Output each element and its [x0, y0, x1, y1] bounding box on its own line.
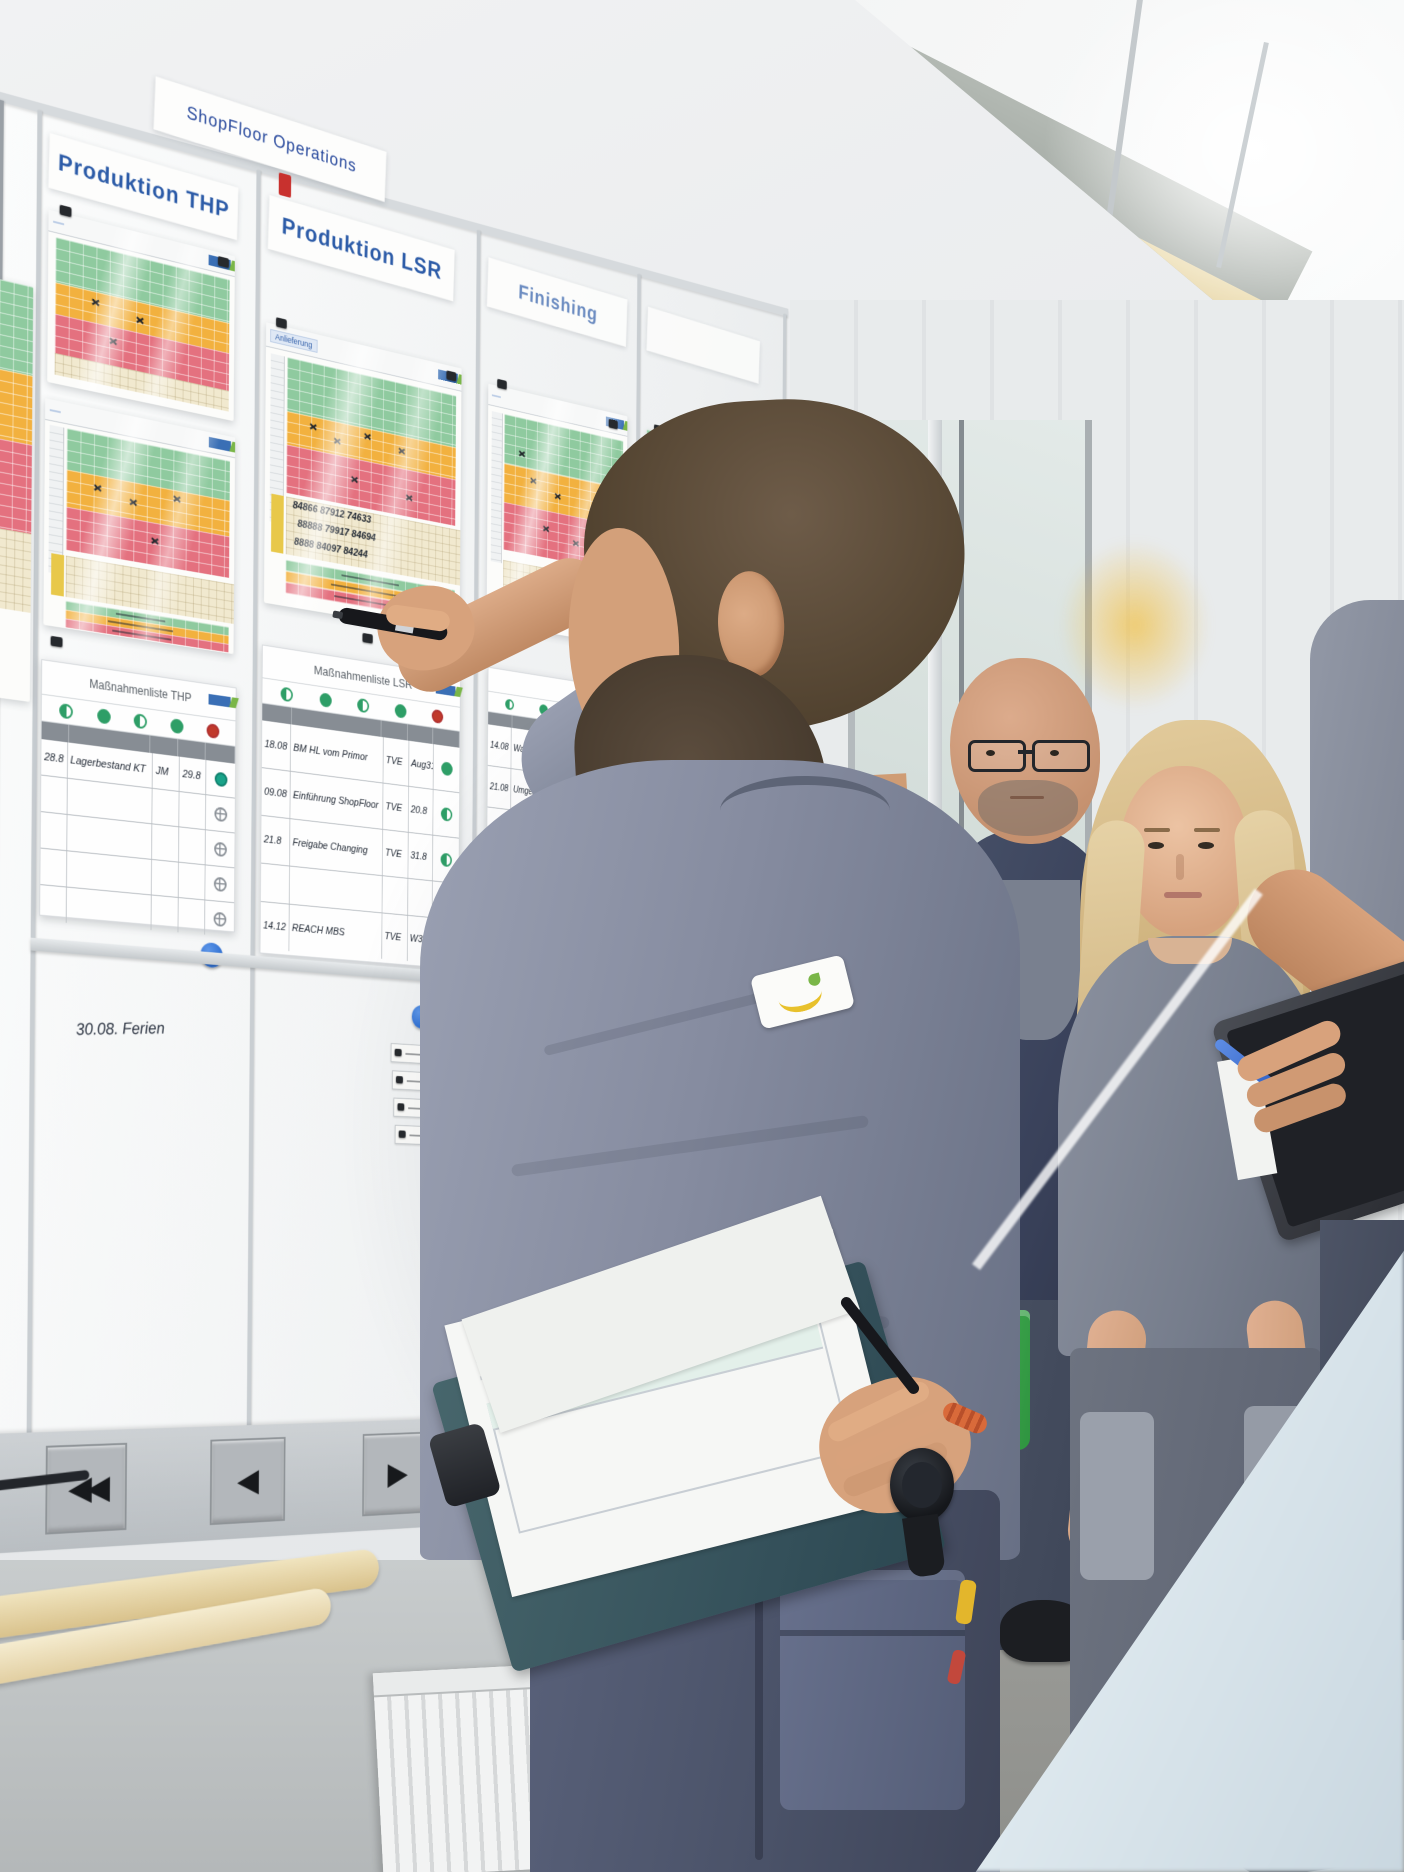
vendor-logo [209, 437, 231, 452]
edge-board-chart [0, 279, 33, 702]
red-clip-magnet [279, 172, 291, 198]
legend-dot-half [281, 686, 293, 702]
step-back-button: ◀ [210, 1437, 286, 1525]
nose-shadow [1176, 854, 1184, 880]
action-due: 29.8 [180, 757, 207, 795]
status-dot [214, 771, 227, 787]
skip-back-button: ◀◀ [45, 1443, 127, 1535]
status-dot-open [214, 806, 227, 822]
action-date: 14.12 [260, 902, 289, 951]
action-date: 28.8 [41, 739, 67, 778]
ferien-note: 30.08. Ferien [75, 1019, 165, 1040]
skylight-glow [1044, 0, 1404, 340]
legend-dot-half [134, 713, 147, 729]
action-date: 18.08 [262, 720, 291, 770]
wristwatch [890, 1448, 954, 1522]
status-dot-open [213, 911, 226, 926]
legend-dot-full [171, 718, 184, 734]
trouser-pocket-panel [1080, 1412, 1154, 1580]
legend-dot-half [59, 703, 73, 720]
magnet [51, 636, 63, 648]
eyebrow [1144, 828, 1170, 832]
eye [1148, 842, 1164, 849]
vendor-logo [209, 694, 231, 708]
collar-seam [720, 776, 890, 845]
board-title-finishing: Finishing [518, 279, 598, 326]
shopfloor-meeting-photo: ShopFloor Operations Produktion THP [0, 0, 1404, 1872]
action-who: JM [153, 753, 180, 791]
status-dot-open [213, 876, 226, 891]
actions-table-thp: Maßnahmenliste THP 28.8 Lagerbestand KT … [39, 659, 236, 932]
chart-chip [50, 409, 61, 413]
actions-title-thp: Maßnahmenliste THP [89, 677, 191, 705]
person-main-man [300, 380, 1040, 1872]
action-date: 21.8 [261, 816, 290, 866]
action-date: 09.08 [261, 768, 290, 818]
status-dot-open [214, 841, 227, 857]
chart-chip [53, 220, 64, 225]
chart-label: Anlieferung [270, 328, 317, 352]
step-back-icon: ◀ [237, 1461, 259, 1500]
legend-dot-red [206, 723, 219, 739]
thp-chart-bottom [43, 398, 235, 654]
legend-dot-full [97, 708, 111, 724]
shirt-wrinkle [511, 1115, 869, 1177]
